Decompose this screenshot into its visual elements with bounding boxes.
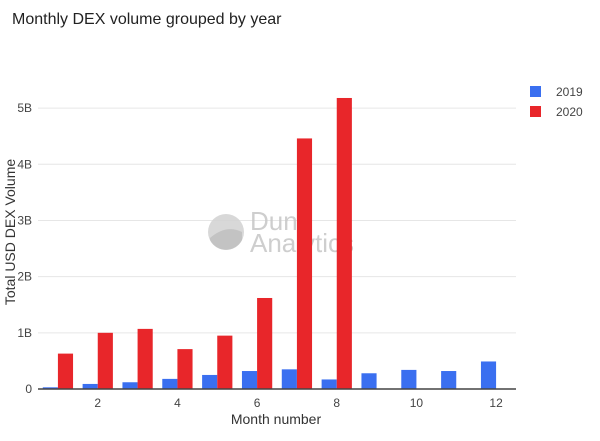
legend-label: 2020 [556,105,583,119]
bar-2019-month-8[interactable] [321,379,337,389]
bar-2020-month-3[interactable] [137,328,153,389]
legend-item-2019[interactable]: 2019 [530,85,583,99]
legend-swatch [530,106,541,117]
bar-2020-month-6[interactable] [257,297,273,389]
grid-lines [38,107,516,334]
legend-label: 2019 [556,85,583,99]
x-tick-label: 6 [254,396,261,410]
y-tick-label: 1B [17,326,32,340]
bar-2020-month-8[interactable] [336,97,352,389]
bar-2020-month-2[interactable] [97,332,113,389]
bar-2020-month-1[interactable] [57,353,74,389]
x-axis-label: Month number [231,411,322,427]
bar-2019-month-12[interactable] [480,361,497,389]
x-tick-label: 2 [94,396,101,410]
bar-2019-month-1[interactable] [42,387,58,389]
x-tick-label: 8 [333,396,340,410]
bar-2019-month-10[interactable] [401,369,417,389]
watermark: Dune Analytics [208,206,354,258]
bar-2019-month-6[interactable] [241,371,258,389]
x-tick-label: 12 [489,396,503,410]
y-tick-label: 3B [17,213,32,227]
bar-2019-month-5[interactable] [202,374,218,389]
bar-2019-month-7[interactable] [281,369,297,389]
bar-2019-month-11[interactable] [441,371,457,389]
dune-logo-icon [208,214,244,250]
y-tick-label: 2B [17,270,32,284]
bar-2019-month-4[interactable] [162,378,178,389]
bar-2019-month-3[interactable] [122,382,138,389]
y-tick-label: 5B [17,101,32,115]
x-tick-label: 4 [174,396,181,410]
legend-swatch [530,86,541,97]
y-axis-ticks: 0 1B 2B 3B 4B 5B [17,101,32,396]
chart-title: Monthly DEX volume grouped by year [12,11,282,28]
y-axis-label: Total USD DEX Volume [2,159,18,305]
bar-2020-month-5[interactable] [217,335,233,389]
y-tick-label: 4B [17,157,32,171]
legend-item-2020[interactable]: 2020 [530,105,583,119]
bar-2020-month-7[interactable] [296,138,313,389]
bars [42,97,497,389]
x-tick-label: 10 [410,396,424,410]
bar-2019-month-9[interactable] [361,373,377,389]
bar-2019-month-2[interactable] [82,383,98,389]
x-axis-ticks: 2 4 6 8 10 12 [94,396,503,410]
bar-2020-month-4[interactable] [177,349,193,389]
legend[interactable]: 2019 2020 [530,85,583,119]
y-tick-label: 0 [25,382,32,396]
